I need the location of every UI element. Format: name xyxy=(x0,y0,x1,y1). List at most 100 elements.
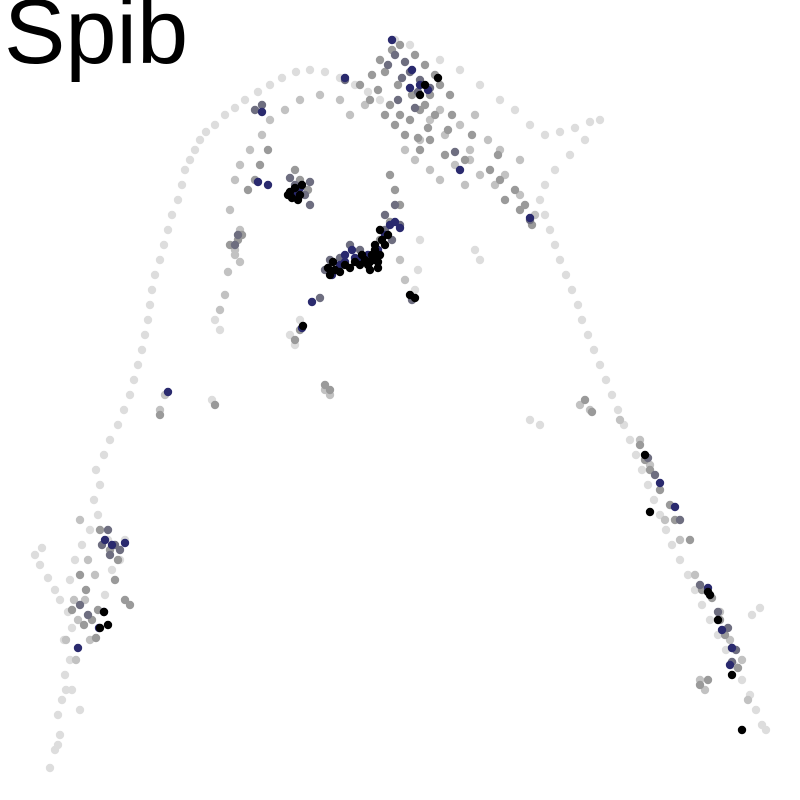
cell-point-mid xyxy=(695,680,705,690)
cell-point-low xyxy=(113,420,123,430)
cell-point-low xyxy=(147,285,157,295)
cell-point-mid_high xyxy=(675,515,685,525)
cell-point-low xyxy=(137,345,147,355)
cell-point-mid xyxy=(460,155,470,165)
cell-point-low_mid xyxy=(335,95,345,105)
cell-point-highest xyxy=(640,450,650,460)
cell-point-low_mid xyxy=(295,95,305,105)
cell-point-mid xyxy=(515,205,525,215)
cell-point-low xyxy=(565,150,575,160)
cell-point-low xyxy=(595,360,605,370)
cell-point-high_blue xyxy=(717,625,727,635)
cell-point-mid xyxy=(440,150,450,160)
cell-point-low_mid xyxy=(71,655,81,665)
cell-point-mid_high xyxy=(250,105,260,115)
cell-point-mid xyxy=(635,440,645,450)
cell-point-low xyxy=(649,495,659,505)
cell-point-low xyxy=(91,465,101,475)
cell-point-low xyxy=(305,65,315,75)
cell-point-mid xyxy=(91,633,101,643)
cell-point-highest xyxy=(415,90,425,100)
cell-point-low_mid xyxy=(395,255,405,265)
cell-point-low xyxy=(535,420,545,430)
cell-point-mid_high xyxy=(305,177,315,187)
cell-point-highest xyxy=(283,190,293,200)
cell-point-low xyxy=(55,730,65,740)
cell-point-low_mid xyxy=(460,180,470,190)
cell-point-low_mid xyxy=(400,275,410,285)
cell-point-low xyxy=(150,270,160,280)
cell-point-low_mid xyxy=(83,555,93,565)
cell-point-high_blue xyxy=(120,538,130,548)
cell-point-low xyxy=(180,165,190,175)
cell-point-low_mid xyxy=(475,170,485,180)
cell-point-mid xyxy=(79,620,89,630)
cell-point-mid xyxy=(385,170,395,180)
cell-point-low xyxy=(747,610,757,620)
cell-point-mid xyxy=(390,185,400,195)
cell-point-highest xyxy=(420,80,430,90)
cell-point-low_mid xyxy=(61,635,71,645)
cell-point-low xyxy=(53,740,63,750)
chart-title: Spib xyxy=(4,0,189,83)
cell-point-low_mid xyxy=(515,155,525,165)
cell-point-low xyxy=(57,695,67,705)
cell-point-mid xyxy=(500,195,510,205)
cell-point-high_blue xyxy=(455,165,465,175)
cell-point-low xyxy=(583,330,593,340)
cell-point-mid xyxy=(510,185,520,195)
cell-point-low xyxy=(65,655,75,665)
cell-point-highest xyxy=(713,615,723,625)
cell-point-high_blue xyxy=(107,540,117,550)
cell-point-mid xyxy=(493,150,503,160)
cell-point-low xyxy=(61,685,71,695)
cell-point-highest xyxy=(433,73,443,83)
cell-point-low xyxy=(555,127,565,137)
cell-point-low xyxy=(265,80,275,90)
cell-point-low xyxy=(220,110,230,120)
cell-point-low_mid xyxy=(235,257,245,267)
cell-point-low xyxy=(70,555,80,565)
cell-point-low_mid xyxy=(737,655,747,665)
cell-point-highest xyxy=(99,607,109,617)
cell-point-mid xyxy=(380,110,390,120)
cell-point-low xyxy=(45,763,55,773)
cell-point-low_mid xyxy=(257,130,267,140)
cell-point-low xyxy=(667,540,677,550)
cell-point-low xyxy=(535,195,545,205)
cell-point-mid xyxy=(290,165,300,175)
cell-point-mid xyxy=(580,395,590,405)
cell-point-high_blue xyxy=(163,387,173,397)
cell-point-mid_high xyxy=(397,73,407,83)
cell-point-low_mid xyxy=(690,570,700,580)
cell-point-low xyxy=(570,123,580,133)
cell-point-low xyxy=(155,255,165,265)
cell-point-low xyxy=(67,685,77,695)
cell-point-highest xyxy=(373,257,383,267)
cell-point-high_blue xyxy=(340,250,350,260)
cell-point-low xyxy=(35,560,45,570)
cell-point-low xyxy=(99,450,109,460)
cell-point-low xyxy=(60,670,70,680)
cell-point-high_blue xyxy=(525,213,535,223)
cell-point-mid xyxy=(385,100,395,110)
cell-point-mid_high xyxy=(83,610,93,620)
cell-point-mid_high xyxy=(103,525,113,535)
cell-point-mid xyxy=(375,55,385,65)
cell-point-low xyxy=(601,375,611,385)
cell-point-mid_high xyxy=(315,293,325,303)
cell-point-low xyxy=(415,235,425,245)
cell-point-low xyxy=(190,145,200,155)
cell-point-low_mid xyxy=(435,175,445,185)
cell-point-mid xyxy=(67,605,77,615)
cell-point-low_mid xyxy=(660,515,670,525)
cell-point-high_blue xyxy=(100,535,110,545)
cell-point-low xyxy=(589,345,599,355)
cell-point-low xyxy=(405,40,415,50)
cell-point-mid_high xyxy=(75,600,85,610)
cell-point-low xyxy=(291,67,301,77)
cell-point-mid xyxy=(495,175,505,185)
cell-point-mid xyxy=(423,123,433,133)
cell-point-mid xyxy=(373,85,383,95)
cell-point-highest xyxy=(373,263,383,273)
